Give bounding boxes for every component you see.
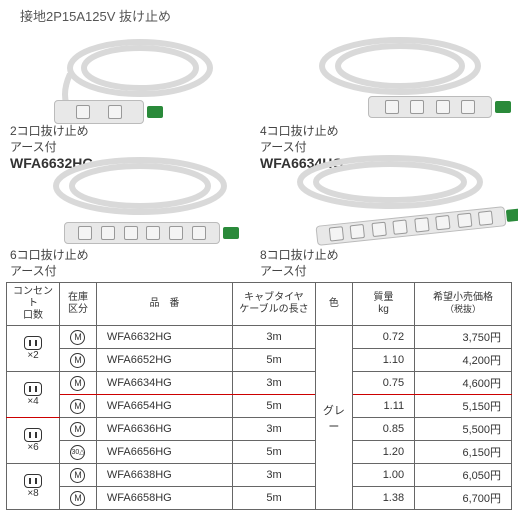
cell-mass: 0.72 [352,326,414,349]
cell-price: 6,150円 [415,441,512,464]
product-6outlet: 6コ口抜け止めアース付 WFA6636HG [10,150,260,295]
product-title: 6コ口抜け止め [10,248,89,262]
cell-stock: 30△ [60,441,97,464]
cell-length: 3m [232,372,315,395]
cell-stock: M [60,349,97,372]
cell-color: グレー [315,326,352,510]
stock-icon: M [70,422,85,437]
cell-model: WFA6634HG [96,372,232,395]
product-title: 4コ口抜け止め [260,124,339,138]
cell-length: 3m [232,326,315,349]
product-grid: 2コ口抜け止めアース付 WFA6632HG 4コ口抜け止めアース付 WFA663… [0,26,518,282]
cell-mass: 0.85 [352,418,414,441]
stock-icon: M [70,353,85,368]
cell-price: 4,200円 [415,349,512,372]
cell-mass: 1.11 [352,395,414,418]
table-row: ×4MWFA6634HG3m0.754,600円 [7,372,512,395]
cell-model: WFA6654HG [96,395,232,418]
cell-model: WFA6636HG [96,418,232,441]
cell-mass: 1.20 [352,441,414,464]
outlet-icon [24,428,42,442]
cell-outlet-icon: ×4 [7,372,60,418]
cell-mass: 0.75 [352,372,414,395]
cell-outlet-icon: ×6 [7,418,60,464]
cell-price: 6,050円 [415,464,512,487]
col-stock: 在庫区分 [60,283,97,326]
table-row: ×6MWFA6636HG3m0.855,500円 [7,418,512,441]
table-row: ×8MWFA6638HG3m1.006,050円 [7,464,512,487]
spec-table: コンセント口数 在庫区分 品 番 キャブタイヤケーブルの長さ 色 質量kg 希望… [6,282,512,510]
product-sub: アース付 [10,264,57,278]
outlet-icon [24,336,42,350]
cell-length: 3m [232,418,315,441]
col-color: 色 [315,283,352,326]
stock-icon: M [70,330,85,345]
cell-length: 5m [232,487,315,510]
cell-model: WFA6656HG [96,441,232,464]
col-length: キャブタイヤケーブルの長さ [232,283,315,326]
cell-outlet-icon: ×8 [7,464,60,510]
table-row: M WFA6654HG5m 1.115,150円 [7,395,512,418]
cell-mass: 1.10 [352,349,414,372]
table-row: 30△ WFA6656HG5m 1.206,150円 [7,441,512,464]
stock-icon: M [70,376,85,391]
cell-stock: M [60,395,97,418]
cell-price: 4,600円 [415,372,512,395]
product-8outlet: 8コ口抜け止めアース付 WFA6638HG [260,150,510,295]
outlet-icon [24,474,42,488]
cell-model: WFA6652HG [96,349,232,372]
cell-mass: 1.00 [352,464,414,487]
outlet-icon [24,382,42,396]
cell-mass: 1.38 [352,487,414,510]
cell-outlet-icon: ×2 [7,326,60,372]
cell-length: 3m [232,464,315,487]
table-row: M WFA6658HG5m 1.386,700円 [7,487,512,510]
cell-model: WFA6632HG [96,326,232,349]
page-header: 接地2P15A125V 抜け止め [20,6,171,25]
stock-icon: M [70,399,85,414]
col-model: 品 番 [96,283,232,326]
cell-length: 5m [232,349,315,372]
table-row: M WFA6652HG5m 1.104,200円 [7,349,512,372]
cell-stock: M [60,487,97,510]
stock-icon: 30△ [70,445,85,460]
product-title: 8コ口抜け止め [260,248,339,262]
stock-icon: M [70,491,85,506]
cell-stock: M [60,464,97,487]
cell-model: WFA6658HG [96,487,232,510]
cell-price: 3,750円 [415,326,512,349]
cell-stock: M [60,418,97,441]
stock-icon: M [70,468,85,483]
cell-length: 5m [232,441,315,464]
cell-model: WFA6638HG [96,464,232,487]
table-row: ×2MWFA6632HG3mグレー0.723,750円 [7,326,512,349]
col-outlets: コンセント口数 [7,283,60,326]
cell-price: 6,700円 [415,487,512,510]
cell-length: 5m [232,395,315,418]
product-sub: アース付 [260,264,307,278]
cell-price: 5,500円 [415,418,512,441]
cell-stock: M [60,326,97,349]
col-price: 希望小売価格（税抜） [415,283,512,326]
col-mass: 質量kg [352,283,414,326]
product-title: 2コ口抜け止め [10,124,89,138]
cell-price: 5,150円 [415,395,512,418]
cell-stock: M [60,372,97,395]
